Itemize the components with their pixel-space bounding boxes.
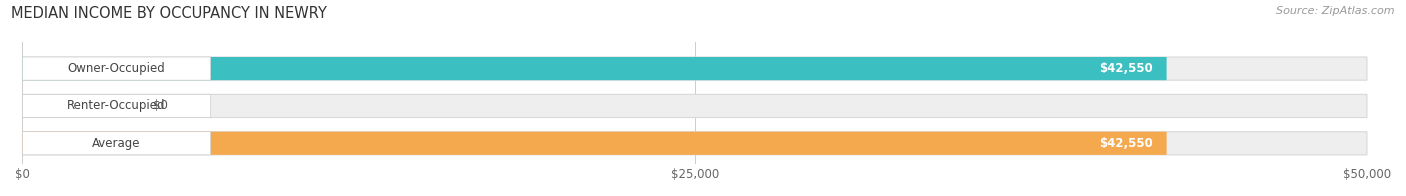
FancyBboxPatch shape	[22, 132, 1367, 155]
Text: Renter-Occupied: Renter-Occupied	[67, 99, 166, 113]
FancyBboxPatch shape	[22, 57, 1367, 80]
FancyBboxPatch shape	[22, 94, 1367, 118]
Text: $42,550: $42,550	[1099, 137, 1153, 150]
FancyBboxPatch shape	[22, 94, 211, 118]
Text: $0: $0	[153, 99, 167, 113]
Text: Average: Average	[93, 137, 141, 150]
FancyBboxPatch shape	[22, 94, 127, 118]
FancyBboxPatch shape	[22, 57, 211, 80]
Text: $42,550: $42,550	[1099, 62, 1153, 75]
FancyBboxPatch shape	[22, 132, 1167, 155]
Text: Source: ZipAtlas.com: Source: ZipAtlas.com	[1277, 6, 1395, 16]
Text: MEDIAN INCOME BY OCCUPANCY IN NEWRY: MEDIAN INCOME BY OCCUPANCY IN NEWRY	[11, 6, 328, 21]
Text: Owner-Occupied: Owner-Occupied	[67, 62, 166, 75]
FancyBboxPatch shape	[22, 57, 1167, 80]
FancyBboxPatch shape	[22, 132, 211, 155]
